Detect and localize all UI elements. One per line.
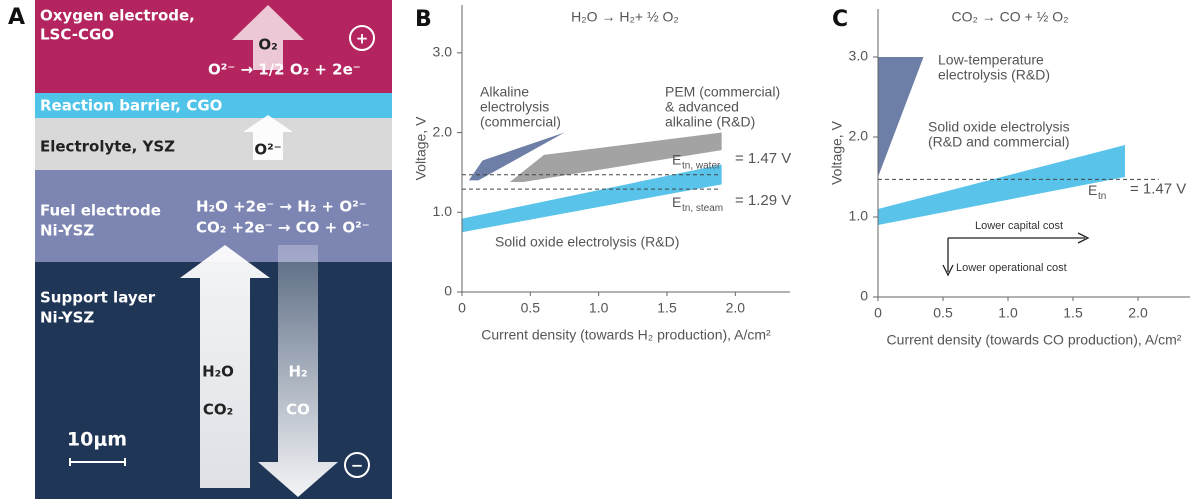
region-label: (commercial) xyxy=(480,114,561,130)
y-axis-label: Voltage, V xyxy=(413,116,429,180)
oxide-ion: O²⁻ xyxy=(254,141,281,159)
reference-symbol: E xyxy=(672,152,681,168)
region-label: Alkaline xyxy=(480,84,529,100)
layer-label: Oxygen electrode, xyxy=(40,7,195,25)
region-label: Solid oxide electrolysis (R&D) xyxy=(495,234,679,250)
region-label: Solid oxide electrolysis xyxy=(928,119,1070,135)
reaction: O²⁻ → 1/2 O₂ + 2e⁻ xyxy=(208,61,361,79)
x-axis-label: Current density (towards H₂ production),… xyxy=(481,327,771,343)
input: H₂O xyxy=(202,363,234,381)
y-tick-label: 3.0 xyxy=(849,48,869,64)
figure: A + − Oxygen electrode, LSC-CGO O₂ O²⁻ →… xyxy=(0,0,1203,499)
scale-label: 10μm xyxy=(67,429,127,451)
region-label: alkaline (R&D) xyxy=(665,114,755,130)
region-label: electrolysis (R&D) xyxy=(938,67,1050,83)
y-tick-label: 1.0 xyxy=(849,208,869,224)
y-tick-label: 2.0 xyxy=(849,128,869,144)
chart: C CO₂ → CO + ½ O₂ Low-temperatureelectroly… xyxy=(829,7,1190,348)
x-tick-label: 1.0 xyxy=(998,305,1018,321)
y-tick-label: 0 xyxy=(444,283,452,299)
annotation: Lower operational cost xyxy=(956,262,1067,274)
region xyxy=(878,57,924,177)
reference-symbol: E xyxy=(672,194,681,210)
layer-label: Ni-YSZ xyxy=(40,309,94,327)
output: H₂ xyxy=(288,363,307,381)
reference-subscript: tn xyxy=(1098,191,1106,202)
reference-subscript: tn, water xyxy=(682,160,721,171)
plus: + xyxy=(356,30,369,48)
panel-a: A + − Oxygen electrode, LSC-CGO O₂ O²⁻ →… xyxy=(8,0,392,499)
layer-label: Support layer xyxy=(40,289,156,307)
output: CO xyxy=(286,401,310,419)
layer-label: LSC-CGO xyxy=(40,26,114,44)
reference-subscript: tn, steam xyxy=(682,203,723,214)
panel-label: C xyxy=(832,7,848,32)
x-tick-label: 0 xyxy=(458,300,466,316)
x-tick-label: 0 xyxy=(874,305,882,321)
region-label: & advanced xyxy=(665,99,739,115)
annotation: Lower capital cost xyxy=(975,220,1063,232)
reaction: CO₂ +2e⁻ → CO + O²⁻ xyxy=(196,219,370,237)
y-tick-label: 2.0 xyxy=(433,123,453,139)
region-label: (R&D and commercial) xyxy=(928,134,1070,150)
x-tick-label: 0.5 xyxy=(521,300,541,316)
layer-label: Electrolyte, YSZ xyxy=(40,138,175,156)
chart-title: CO₂ → CO + ½ O₂ xyxy=(951,9,1068,25)
o2: O₂ xyxy=(258,36,277,54)
y-tick-label: 3.0 xyxy=(433,44,453,60)
x-tick-label: 1.5 xyxy=(1063,305,1083,321)
layer-label: Ni-YSZ xyxy=(40,222,94,240)
y-axis-label: Voltage, V xyxy=(829,120,845,184)
reference-value: = 1.47 V xyxy=(1130,180,1186,197)
x-tick-label: 2.0 xyxy=(726,300,746,316)
layer-label: Fuel electrode xyxy=(40,202,161,220)
input: CO₂ xyxy=(203,401,233,419)
layer-label: Reaction barrier, CGO xyxy=(40,97,222,115)
region-label: Low-temperature xyxy=(938,52,1044,68)
reference-value: = 1.47 V xyxy=(735,150,791,167)
x-tick-label: 2.0 xyxy=(1128,305,1148,321)
reaction: H₂O +2e⁻ → H₂ + O²⁻ xyxy=(196,198,367,216)
reference-value: = 1.29 V xyxy=(735,192,791,209)
y-tick-label: 1.0 xyxy=(433,203,453,219)
region-label: PEM (commercial) xyxy=(665,84,780,100)
x-tick-label: 1.5 xyxy=(657,300,677,316)
chart-title: H₂O → H₂+ ½ O₂ xyxy=(571,9,679,25)
reference-symbol: E xyxy=(1088,182,1097,198)
y-tick-label: 0 xyxy=(860,288,868,304)
minus: − xyxy=(351,457,364,475)
charts: B H₂O → H₂+ ½ O₂ Alkalineelectrolysis(comm… xyxy=(413,5,1190,348)
x-tick-label: 0.5 xyxy=(933,305,953,321)
panel-label: A xyxy=(8,5,25,30)
region-label: electrolysis xyxy=(480,99,549,115)
x-axis-label: Current density (towards CO production),… xyxy=(887,332,1182,348)
chart: B H₂O → H₂+ ½ O₂ Alkalineelectrolysis(comm… xyxy=(413,5,792,343)
panel-label: B xyxy=(415,7,432,32)
x-tick-label: 1.0 xyxy=(589,300,609,316)
